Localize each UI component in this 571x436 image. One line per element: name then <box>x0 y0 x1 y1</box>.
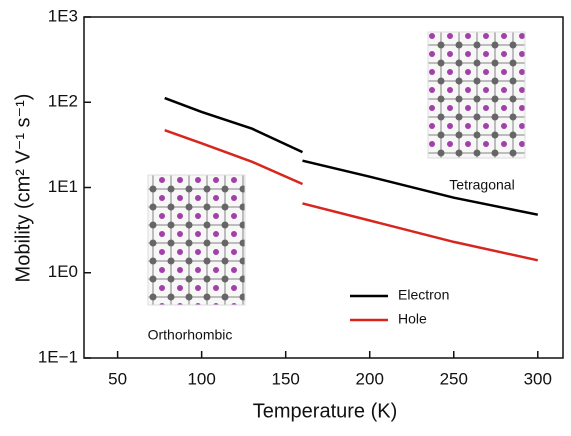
x-tick-label: 250 <box>440 369 468 388</box>
x-tick-label: 100 <box>187 369 215 388</box>
annotation: Orthorhombic <box>148 327 233 343</box>
y-tick-label: 1E−1 <box>38 347 78 366</box>
y-tick-label: 1E3 <box>48 6 78 25</box>
tetragonal-structure-image <box>428 32 525 158</box>
x-tick-label: 150 <box>271 369 299 388</box>
x-tick-label: 300 <box>524 369 552 388</box>
y-axis-label: Mobility (cm² V⁻¹ s⁻¹) <box>12 94 34 283</box>
y-tick-label: 1E2 <box>48 92 78 111</box>
y-tick-label: 1E0 <box>48 262 78 281</box>
y-tick-label: 1E1 <box>48 177 78 196</box>
chart: Orthorhombic Tetragonal Temperature (K) … <box>0 0 571 431</box>
orthorhombic-structure-image <box>148 175 245 305</box>
x-axis-label: Temperature (K) <box>253 400 398 422</box>
x-tick-label: 200 <box>356 369 384 388</box>
legend-label: Electron <box>398 287 449 303</box>
page: {"chart_data": {"type": "line", "x_label… <box>0 0 571 436</box>
x-tick-label: 50 <box>108 369 127 388</box>
annotation: Tetragonal <box>449 177 514 193</box>
legend-label: Hole <box>398 311 427 327</box>
